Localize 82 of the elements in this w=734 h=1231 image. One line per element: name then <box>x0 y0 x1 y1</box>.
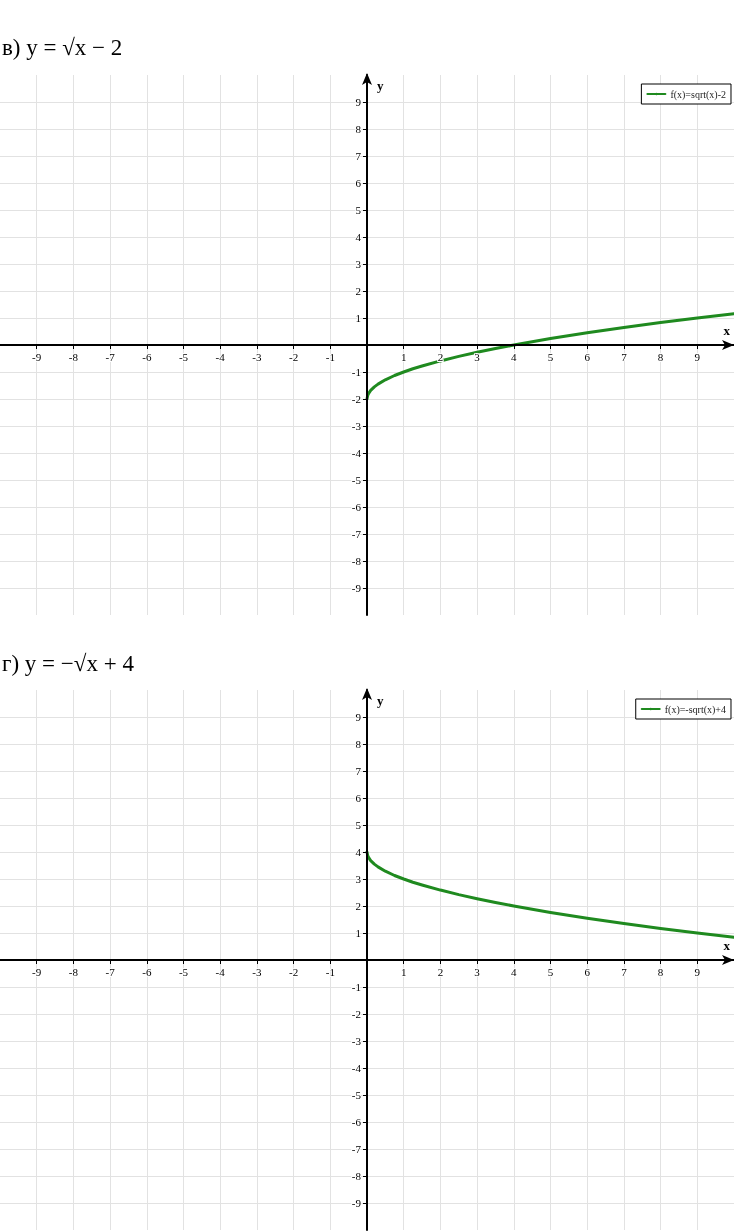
x-tick-label: 6 <box>584 350 591 363</box>
x-tick-label: 9 <box>694 350 701 363</box>
y-tick-label: -4 <box>351 1062 362 1074</box>
y-tick-label: 7 <box>355 765 362 777</box>
x-tick-label: 3 <box>474 965 481 978</box>
legend-label: f(x)=-sqrt(x)+4 <box>664 703 727 716</box>
y-tick-label: -9 <box>351 1197 362 1209</box>
y-tick-label: -8 <box>351 555 362 567</box>
y-tick-label: 7 <box>355 150 362 162</box>
x-tick-label: -8 <box>68 965 79 978</box>
y-tick-label: 6 <box>355 792 362 804</box>
y-tick-label: 3 <box>355 873 362 885</box>
x-tick-label: -1 <box>325 350 335 363</box>
x-tick-label: -2 <box>289 965 299 978</box>
x-tick-label: -4 <box>215 350 226 363</box>
x-tick-label: 6 <box>584 965 591 978</box>
y-tick-label: 4 <box>355 846 362 858</box>
y-tick-label: 8 <box>355 123 362 135</box>
x-tick-label: -5 <box>178 965 189 978</box>
x-tick-label: -9 <box>32 965 42 978</box>
x-tick-label: 7 <box>621 350 628 363</box>
x-tick-label: 7 <box>621 965 628 978</box>
y-tick-label: -7 <box>351 1143 362 1155</box>
x-tick-label: 4 <box>511 965 518 978</box>
x-tick-label: 5 <box>547 350 554 363</box>
y-tick-label: 2 <box>355 900 361 912</box>
x-tick-label: -3 <box>252 965 262 978</box>
x-tick-label: 8 <box>657 350 664 363</box>
x-tick-label: -1 <box>325 965 335 978</box>
y-tick-label: -6 <box>351 501 362 513</box>
y-tick-label: -1 <box>351 981 361 993</box>
y-tick-label: -4 <box>351 447 362 459</box>
x-tick-label: 5 <box>547 965 554 978</box>
y-tick-label: 5 <box>355 819 362 831</box>
x-tick-label: 1 <box>400 965 407 978</box>
y-tick-label: 9 <box>355 711 362 723</box>
y-tick-label: -2 <box>351 393 361 405</box>
y-tick-label: 1 <box>355 312 361 324</box>
x-tick-label: 2 <box>437 965 444 978</box>
y-tick-label: 2 <box>355 285 361 297</box>
x-tick-label: 4 <box>511 350 518 363</box>
x-tick-label: -7 <box>105 350 116 363</box>
x-tick-label: -8 <box>68 350 79 363</box>
y-tick-label: -3 <box>351 1035 362 1047</box>
x-axis-title: x <box>723 323 731 338</box>
x-tick-label: 8 <box>657 965 664 978</box>
x-tick-label: 3 <box>474 350 481 363</box>
y-tick-label: 9 <box>355 96 362 108</box>
legend-label: f(x)=sqrt(x)-2 <box>670 88 726 101</box>
y-tick-label: -8 <box>351 1170 362 1182</box>
x-tick-label: -9 <box>32 350 42 363</box>
y-tick-label: 4 <box>355 231 362 243</box>
x-tick-label: 9 <box>694 965 701 978</box>
x-tick-label: 1 <box>400 350 407 363</box>
x-tick-label: -2 <box>289 350 299 363</box>
y-tick-label: -2 <box>351 1008 361 1020</box>
x-tick-label: -3 <box>252 350 262 363</box>
y-tick-label: -9 <box>351 582 362 594</box>
line-series <box>365 850 734 939</box>
y-tick-label: 6 <box>355 177 362 189</box>
y-tick-label: -6 <box>351 1116 362 1128</box>
x-tick-label: 2 <box>437 350 444 363</box>
x-tick-label: -6 <box>142 965 152 978</box>
x-tick-label: -4 <box>215 965 226 978</box>
y-tick-label: 5 <box>355 204 362 216</box>
x-axis-title: x <box>723 938 731 953</box>
x-tick-label: -6 <box>142 350 152 363</box>
y-tick-label: -5 <box>351 474 362 486</box>
y-tick-label: -5 <box>351 1089 362 1101</box>
chart-title: г) y = −√x + 4 <box>2 651 135 676</box>
y-tick-label: 8 <box>355 738 362 750</box>
y-axis-title: y <box>377 78 384 93</box>
chart-title: в) y = √x − 2 <box>2 35 123 60</box>
y-axis-title: y <box>377 693 384 708</box>
y-tick-label: 3 <box>355 258 362 270</box>
x-tick-label: -7 <box>105 965 116 978</box>
y-tick-label: -3 <box>351 420 362 432</box>
y-tick-label: -1 <box>351 366 361 378</box>
line-series <box>365 312 734 401</box>
y-tick-label: -7 <box>351 528 362 540</box>
x-tick-label: -5 <box>178 350 189 363</box>
y-tick-label: 1 <box>355 927 361 939</box>
